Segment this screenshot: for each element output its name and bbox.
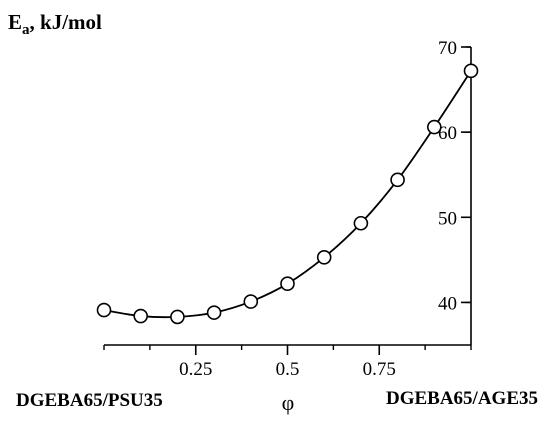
x-tick-label: 0.5: [276, 359, 300, 380]
data-points: [96, 63, 479, 325]
y-tick-label: 70: [438, 38, 457, 59]
data-point: [353, 215, 369, 231]
y-tick-label: 50: [438, 208, 457, 229]
left-composition-label: DGEBA65/PSU35: [16, 390, 163, 411]
data-point: [316, 250, 332, 265]
data-point: [170, 309, 185, 325]
data-point: [206, 305, 222, 320]
x-tick-label: 0.75: [363, 359, 396, 380]
y-tick-label: 40: [438, 293, 457, 314]
y-axis-label: Ea, kJ/mol: [8, 10, 102, 38]
x-axis-label: φ: [282, 390, 295, 415]
data-point: [96, 302, 112, 318]
data-point: [133, 308, 148, 324]
data-point: [390, 172, 405, 188]
x-ticks: 0.25 0.5 0.75: [103, 345, 472, 380]
data-point: [280, 276, 295, 291]
data-point: [463, 63, 479, 79]
x-tick-label: 0.25: [179, 359, 212, 380]
y-ticks: 40 50 60 70: [438, 38, 471, 314]
right-composition-label: DGEBA65/AGE35: [386, 388, 538, 409]
data-point: [426, 119, 442, 135]
axes: [104, 47, 472, 346]
y-tick-label: 60: [438, 123, 457, 144]
data-point: [243, 294, 259, 309]
